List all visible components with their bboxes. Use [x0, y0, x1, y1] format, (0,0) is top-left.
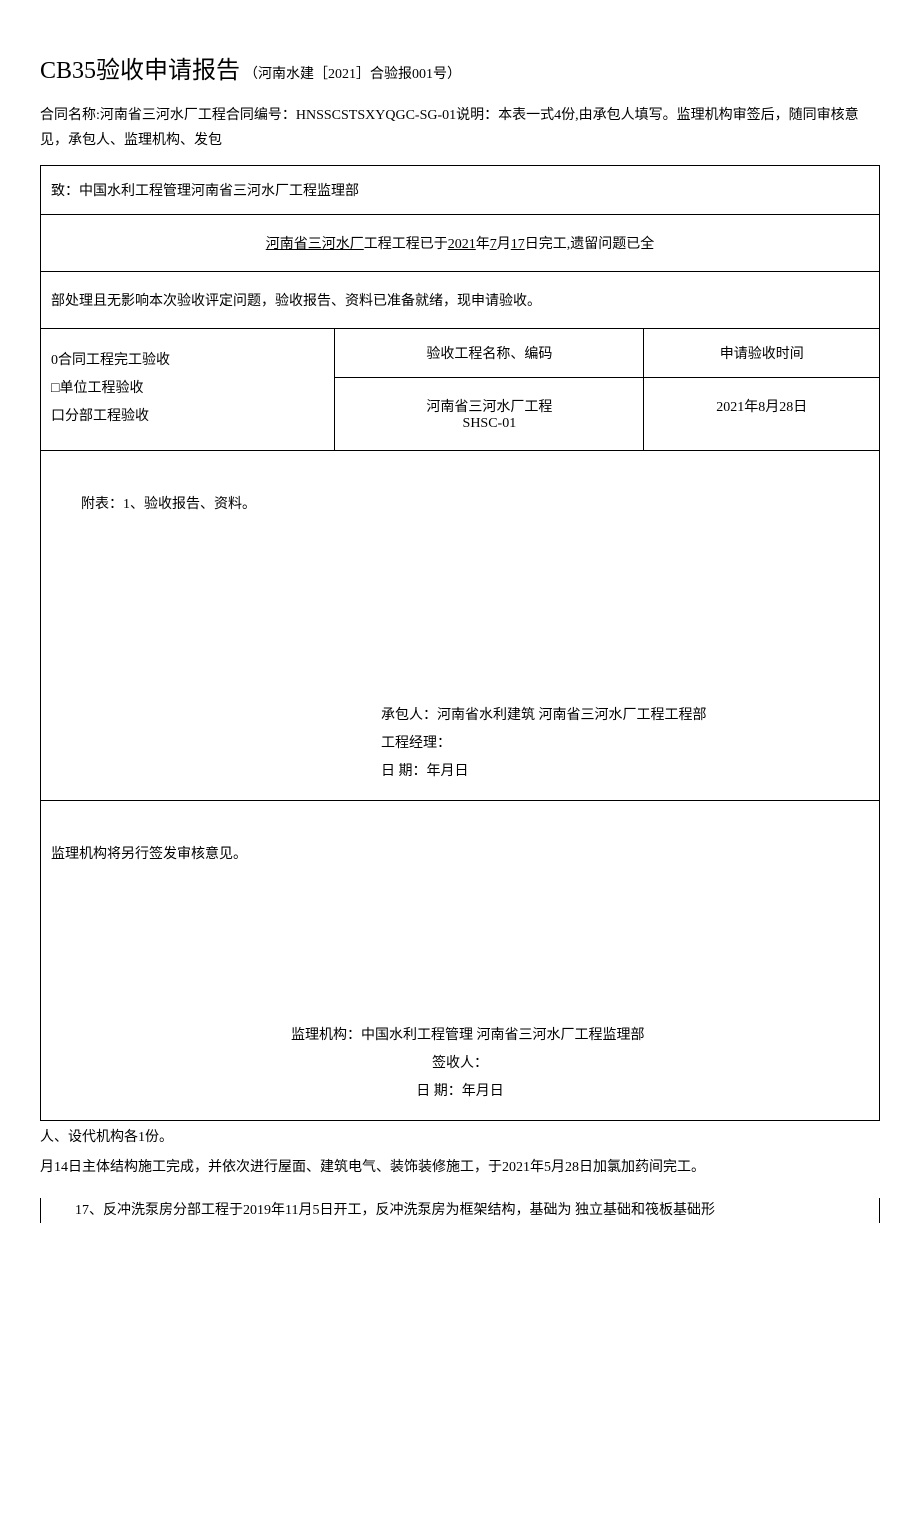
completion-year: 2021 — [448, 237, 476, 252]
attachment-text: 附表：1、验收报告、资料。 — [51, 463, 869, 523]
note-cell: 部处理且无影响本次验收评定问题，验收报告、资料已准备就绪，现申请验收。 — [41, 272, 880, 329]
attachment-cell: 附表：1、验收报告、资料。 承包人：河南省水利建筑 河南省三河水厂工程工程部 工… — [41, 451, 880, 801]
contractor-line: 承包人：河南省水利建筑 河南省三河水厂工程工程部 — [381, 702, 879, 730]
supervise-cell: 监理机构将另行签发审核意见。 监理机构：中国水利工程管理 河南省三河水厂工程监理… — [41, 801, 880, 1121]
m-char: 月 — [497, 237, 511, 252]
date-line: 日 期：年月日 — [381, 758, 879, 786]
supervise-sign-block: 监理机构：中国水利工程管理 河南省三河水厂工程监理部 签收人： 日 期：年月日 — [41, 1022, 879, 1106]
completion-mid: 工程工程已于 — [364, 237, 448, 252]
footer-line1: 人、设代机构各1份。 — [40, 1125, 880, 1150]
col-time-header: 申请验收时间 — [644, 329, 880, 378]
completion-cell: 河南省三河水厂工程工程已于2021年7月17日完工,遗留问题已全 — [41, 215, 880, 272]
completion-suffix: 日完工,遗留问题已全 — [525, 237, 655, 252]
completion-day: 17 — [511, 237, 525, 252]
col-name-header: 验收工程名称、编码 — [335, 329, 644, 378]
contractor-sign-block: 承包人：河南省水利建筑 河南省三河水厂工程工程部 工程经理： 日 期：年月日 — [41, 702, 879, 786]
checkbox-cell: 0合同工程完工验收 □单位工程验收 口分部工程验收 — [41, 329, 335, 451]
to-cell: 致：中国水利工程管理河南省三河水厂工程监理部 — [41, 166, 880, 215]
supervise-org: 监理机构：中国水利工程管理 河南省三河水厂工程监理部 — [41, 1022, 879, 1050]
y-char: 年 — [476, 237, 490, 252]
project-name-cell: 河南省三河水厂工程 SHSC-01 — [335, 378, 644, 451]
supervise-note: 监理机构将另行签发审核意见。 — [51, 813, 869, 873]
title: CB35验收申请报告 — [40, 58, 240, 84]
checkbox-1: 0合同工程完工验收 — [51, 347, 324, 375]
project-name-2: SHSC-01 — [345, 416, 633, 432]
footer-para: 17、反冲洗泵房分部工程于2019年11月5日开工，反冲洗泵房为框架结构，基础为… — [40, 1198, 880, 1223]
pm-line: 工程经理： — [381, 730, 879, 758]
description: 合同名称:河南省三河水厂工程合同编号：HNSSCSTSXYQGC-SG-01说明… — [40, 103, 880, 153]
title-row: CB35验收申请报告 （河南水建［2021］合验报001号） — [40, 50, 880, 85]
checkbox-2: □单位工程验收 — [51, 375, 324, 403]
project-name-1: 河南省三河水厂工程 — [345, 396, 633, 416]
completion-project: 河南省三河水厂 — [266, 237, 364, 252]
sup-date-line: 日 期：年月日 — [41, 1078, 879, 1106]
main-form-table: 致：中国水利工程管理河南省三河水厂工程监理部 河南省三河水厂工程工程已于2021… — [40, 165, 880, 1121]
apply-date-cell: 2021年8月28日 — [644, 378, 880, 451]
signee-line: 签收人： — [41, 1050, 879, 1078]
checkbox-3: 口分部工程验收 — [51, 403, 324, 431]
footer-line2: 月14日主体结构施工完成，并依次进行屋面、建筑电气、装饰装修施工，于2021年5… — [40, 1155, 880, 1180]
completion-month: 7 — [490, 237, 497, 252]
title-sub: （河南水建［2021］合验报001号） — [244, 67, 461, 82]
